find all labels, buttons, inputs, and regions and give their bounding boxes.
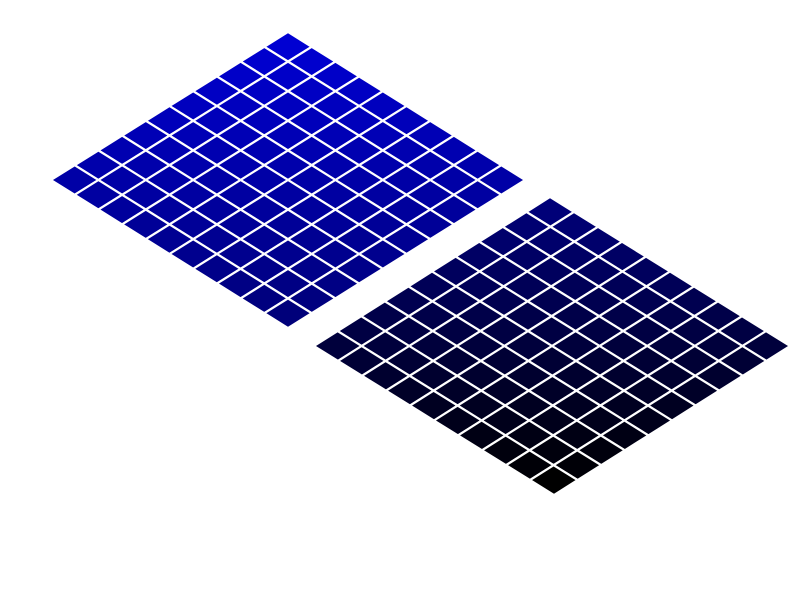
upper-left-tile-grid <box>49 30 527 330</box>
grid-tile <box>528 464 579 497</box>
grid-tile <box>263 297 313 330</box>
lower-right-tile-grid <box>312 195 792 497</box>
